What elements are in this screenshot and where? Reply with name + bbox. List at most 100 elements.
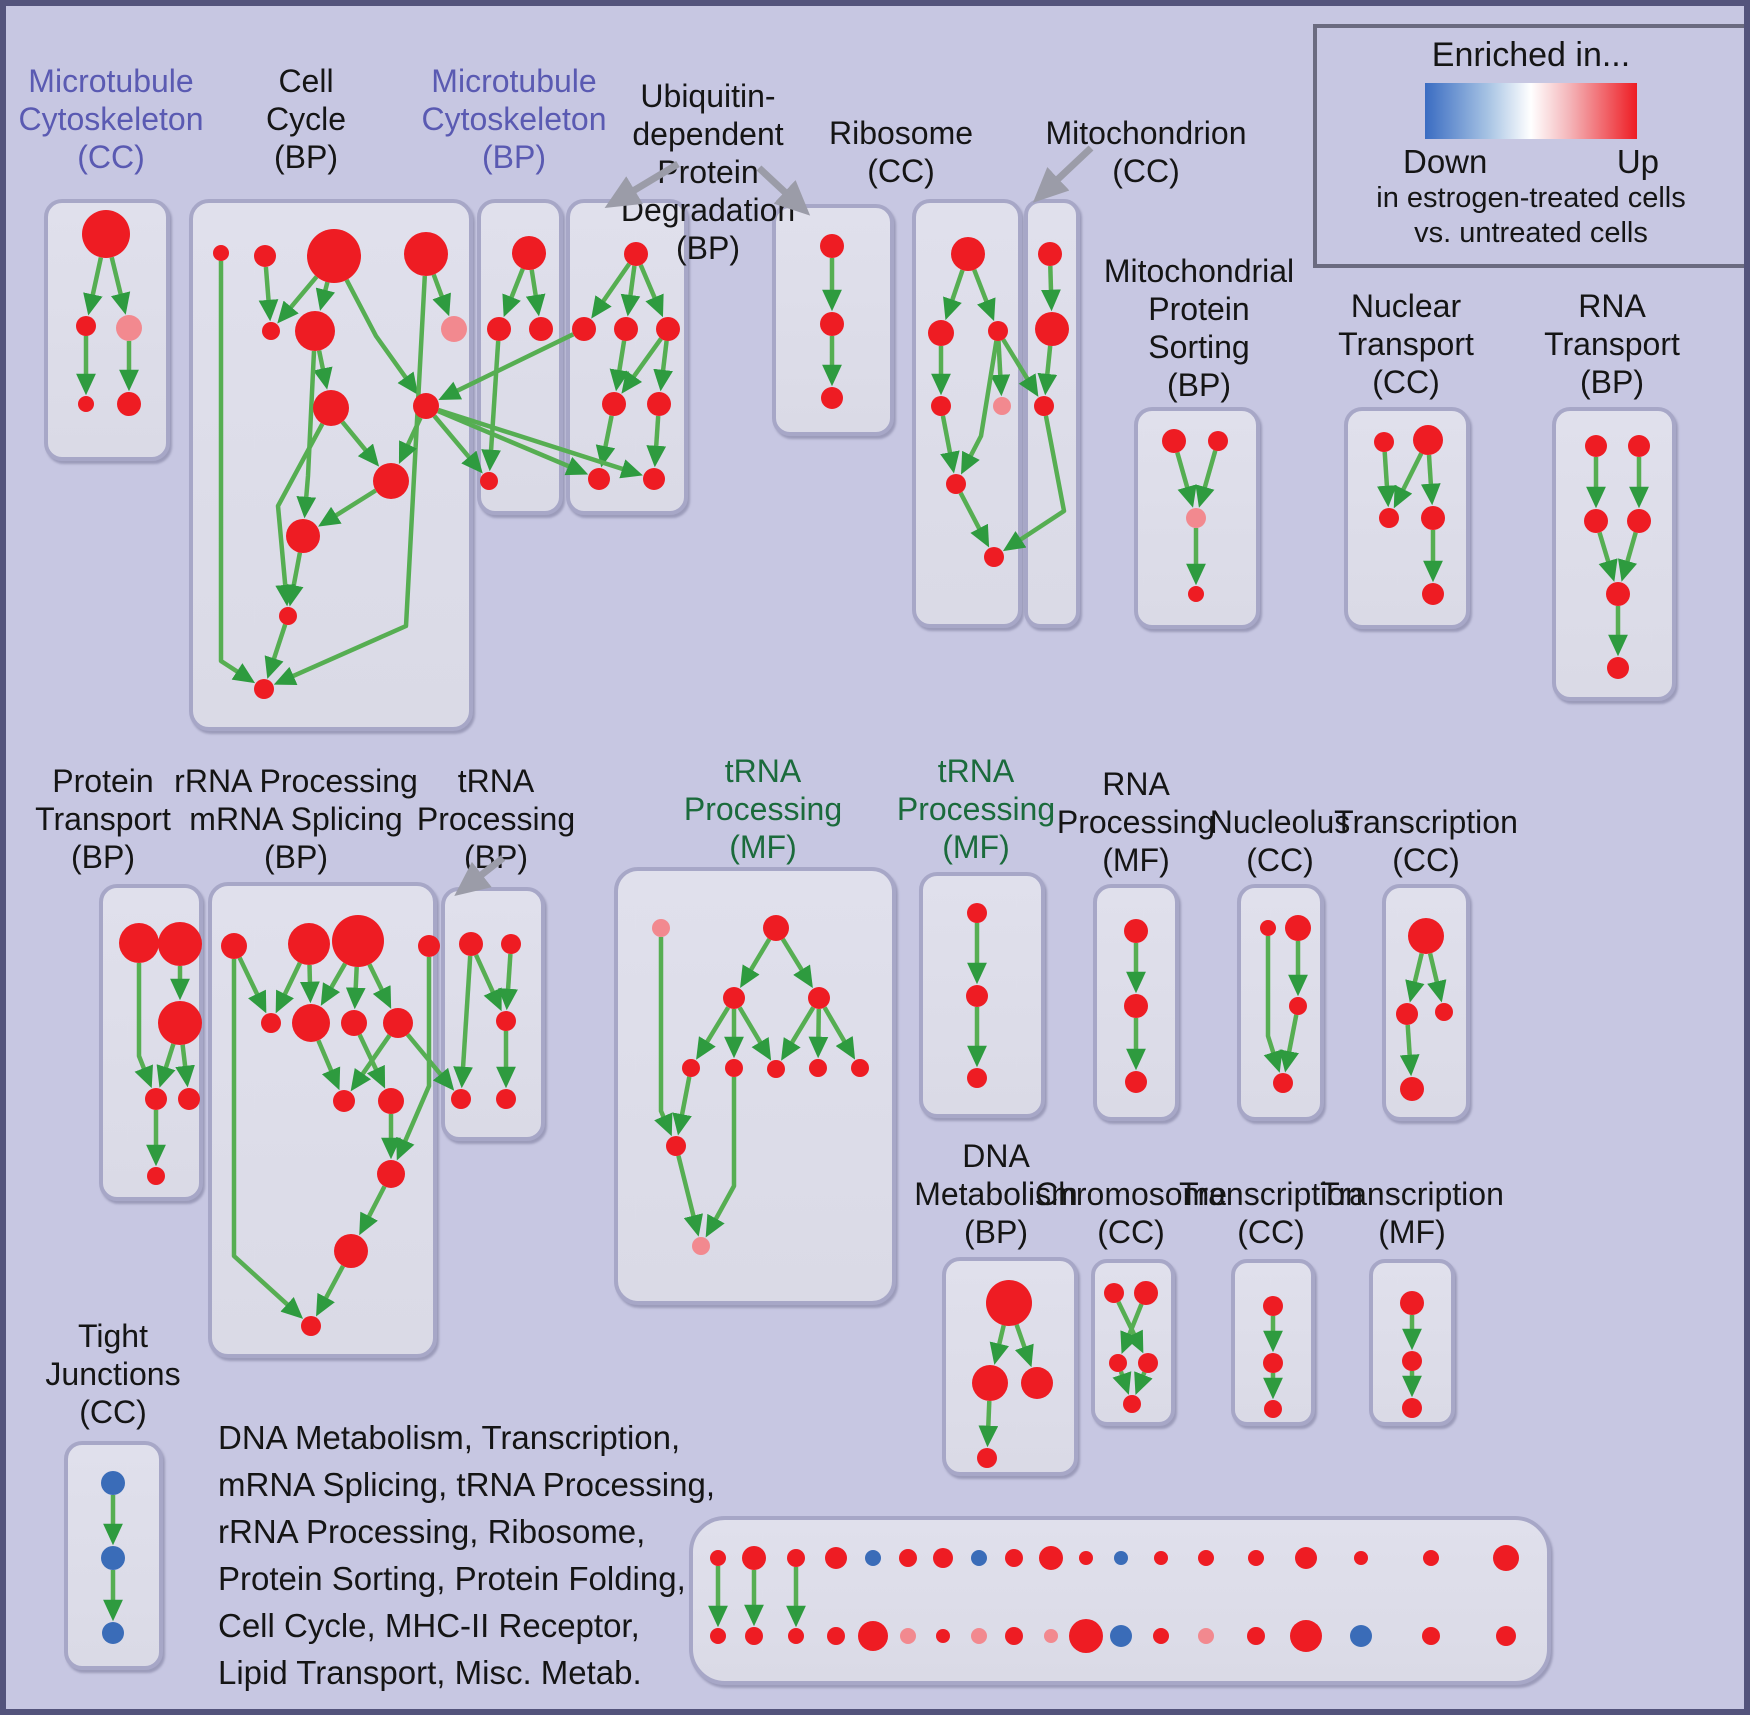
gene-node-ribosome-3 <box>931 396 951 416</box>
gene-node-misc-group-17 <box>1423 1550 1439 1566</box>
cluster-box-rna-transport <box>1552 407 1676 701</box>
cluster-label-line: (CC) <box>1392 842 1460 878</box>
cluster-label-line: (BP) <box>464 839 528 875</box>
cluster-label-ribosome-cc: Ribosome(CC) <box>829 115 973 189</box>
cluster-label-line: Nucleolus <box>1210 804 1351 840</box>
cluster-label-transcription-mf: Transcription(MF) <box>1320 1176 1504 1250</box>
gene-node-microtubule-cc-2 <box>116 315 142 341</box>
gene-node-microtubule-bp-1 <box>487 317 511 341</box>
gene-node-ubiquitin-b-1 <box>820 312 844 336</box>
gene-node-ribosome-6 <box>984 547 1004 567</box>
edge-rna-transport-2-4 <box>1597 531 1618 582</box>
gene-node-trna-bp-1 <box>501 934 521 954</box>
gene-node-trna-mf-large-1 <box>763 915 789 941</box>
gene-node-misc-group-35 <box>1350 1625 1372 1647</box>
edge-trna-mf-large-3-7 <box>808 1008 829 1059</box>
gene-node-ubiquitin-b-2 <box>821 387 843 409</box>
gene-node-trna-mf-large-2 <box>723 987 745 1009</box>
gene-node-misc-group-18 <box>1493 1545 1519 1571</box>
edge-mito-protein-sorting-1-2 <box>1195 449 1218 508</box>
misc-caption-line: Protein Sorting, Protein Folding, <box>218 1560 686 1597</box>
misc-caption-line: DNA Metabolism, Transcription, <box>218 1419 681 1456</box>
gene-node-microtubule-cc-3 <box>78 396 94 412</box>
cluster-label-line: Tight <box>78 1318 148 1354</box>
edge-transcription-cc-upper-0-1 <box>1405 952 1425 1003</box>
gene-node-misc-group-22 <box>827 1627 845 1645</box>
gene-node-mitochondrion-2 <box>1034 396 1054 416</box>
edge-cell-cycle-0-12 <box>218 261 256 684</box>
gene-node-misc-group-24 <box>900 1628 916 1644</box>
edge-trna-mf-large-4-9 <box>672 1076 692 1136</box>
gene-node-misc-group-5 <box>899 1549 917 1567</box>
gene-node-nucleolus-1 <box>1285 915 1311 941</box>
gene-node-misc-group-33 <box>1247 1627 1265 1645</box>
gene-node-cell-cycle-5 <box>295 311 335 351</box>
edge-rrna-mrna-7-8 <box>350 1034 392 1092</box>
gene-node-ubiquitin-a-5 <box>647 392 671 416</box>
cluster-label-line: Processing <box>684 791 842 827</box>
cluster-label-line: (MF) <box>1378 1214 1446 1250</box>
gene-node-cell-cycle-6 <box>441 316 467 342</box>
cluster-label-chromosome-cc: Chromosome(CC) <box>1035 1176 1227 1250</box>
gene-node-rna-transport-1 <box>1628 435 1650 457</box>
gene-node-transcription-cc-lower-2 <box>1264 1400 1282 1418</box>
cluster-label-line: (CC) <box>867 153 935 189</box>
gene-node-rrna-mrna-10 <box>377 1160 405 1188</box>
gene-node-ribosome-2 <box>988 321 1008 341</box>
gene-node-microtubule-bp-3 <box>480 472 498 490</box>
edge-ribosome-0-1 <box>943 269 965 321</box>
edge-ribosome-2-5 <box>960 340 999 475</box>
gene-node-dna-metabolism-0 <box>986 1280 1032 1326</box>
edge-trna-bp-0-2 <box>473 953 502 1012</box>
gene-node-rrna-mrna-2 <box>332 915 384 967</box>
gene-node-tight-junctions-2 <box>102 1622 124 1644</box>
cluster-label-line: DNA <box>962 1138 1030 1174</box>
gene-node-transcription-cc-upper-1 <box>1396 1003 1418 1025</box>
cluster-label-line: (MF) <box>942 829 1010 865</box>
gene-node-misc-group-36 <box>1422 1627 1440 1645</box>
edge-nuclear-transport-1-2 <box>1393 452 1424 509</box>
edge-microtubule-cc-0-1 <box>83 257 104 316</box>
edge-cell-cycle.8-to-ubiquitin-a.6 <box>437 409 589 476</box>
edge-ubiquitin-a-0-3 <box>638 264 664 318</box>
cluster-label-line: (BP) <box>482 139 546 175</box>
gene-node-misc-group-15 <box>1295 1547 1317 1569</box>
edge-cell-cycle-8-9 <box>398 416 423 465</box>
cluster-label-line: Transcription <box>1334 804 1518 840</box>
gene-node-trna-mf-large-5 <box>725 1059 743 1077</box>
edge-trna-mf-large-2-6 <box>737 1006 772 1061</box>
edge-cell-cycle-3-6 <box>431 273 451 317</box>
gene-node-mito-protein-sorting-1 <box>1208 431 1228 451</box>
gene-node-cell-cycle-9 <box>373 463 409 499</box>
gene-node-trna-mf-large-6 <box>767 1060 785 1078</box>
edge-trna-mf-large-3-6 <box>781 1006 816 1061</box>
gene-node-cell-cycle-10 <box>286 519 320 553</box>
cluster-label-line: tRNA <box>458 763 535 799</box>
cluster-label-mitochondrion-cc: Mitochondrion(CC) <box>1046 115 1247 189</box>
cluster-label-line: Cytoskeleton <box>19 101 204 137</box>
cluster-label-line: Transport <box>1544 326 1680 362</box>
edge-protein-transport-0-3 <box>134 963 153 1089</box>
cluster-label-line: Processing <box>1057 804 1215 840</box>
gene-node-mito-protein-sorting-0 <box>1162 429 1186 453</box>
cluster-label-line: Chromosome <box>1035 1176 1227 1212</box>
cluster-label-line: Protein <box>1148 291 1249 327</box>
gene-node-misc-group-1 <box>742 1546 766 1570</box>
edge-ubiquitin-a-4-6 <box>595 415 616 468</box>
edge-mitochondrion-1-2 <box>1037 345 1058 396</box>
cluster-label-line: (CC) <box>79 1394 147 1430</box>
gene-node-transcription-mf-0 <box>1400 1291 1424 1315</box>
cluster-box-nuclear-transport <box>1344 407 1470 629</box>
gene-node-trna-mf-large-7 <box>809 1059 827 1077</box>
gene-node-misc-group-26 <box>971 1628 987 1644</box>
gene-node-ubiquitin-b-0 <box>820 234 844 258</box>
gene-node-misc-group-8 <box>1005 1549 1023 1567</box>
gene-node-ribosome-4 <box>993 397 1011 415</box>
gene-node-cell-cycle-12 <box>254 679 274 699</box>
